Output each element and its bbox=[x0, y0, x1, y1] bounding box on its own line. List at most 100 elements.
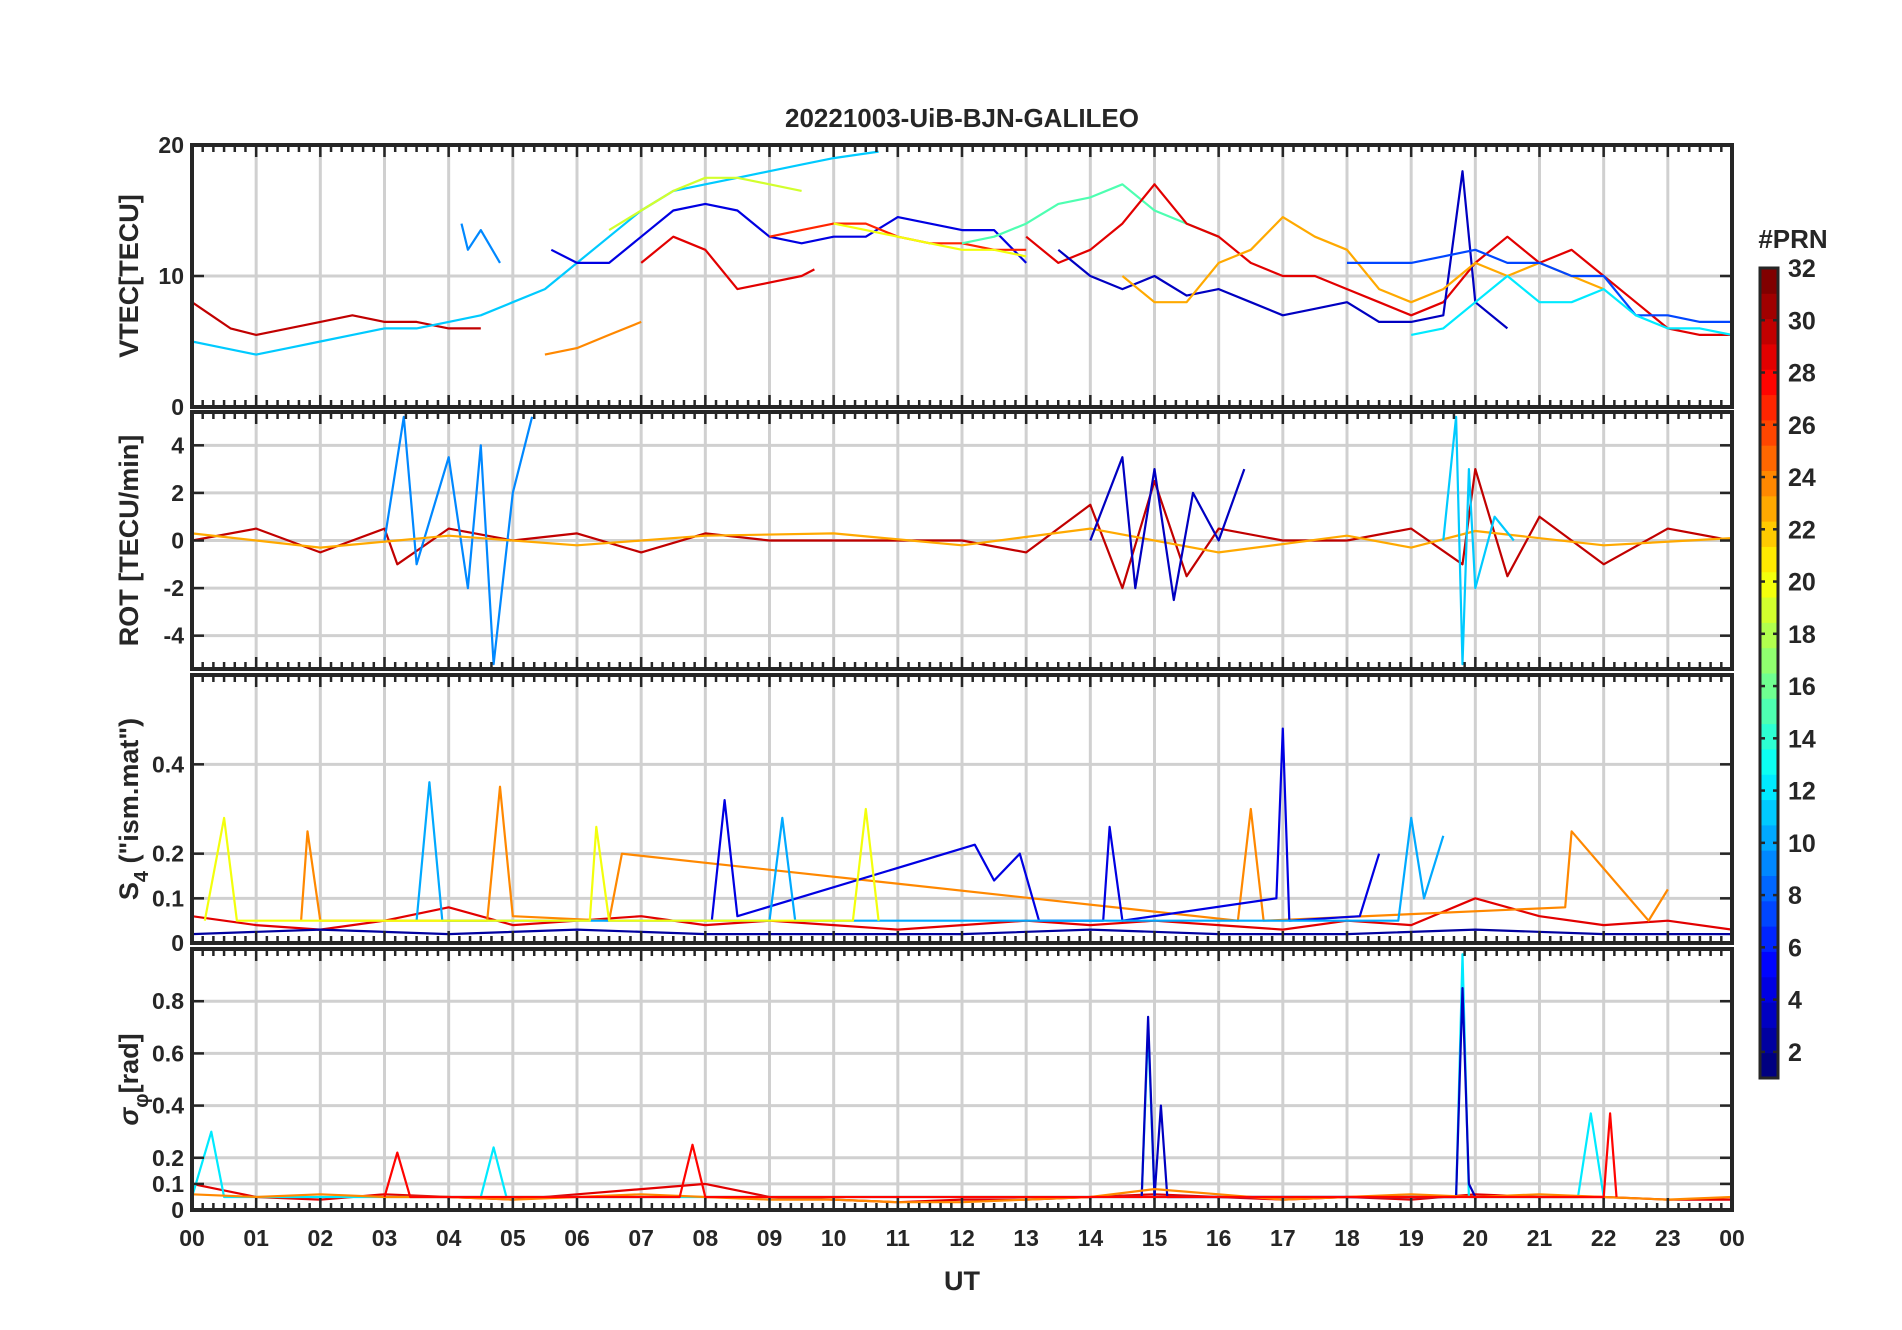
colorbar-band bbox=[1760, 343, 1778, 370]
y-axis-label-rest: [rad] bbox=[114, 1033, 144, 1093]
colorbar-frame bbox=[1758, 266, 1780, 1080]
series-prn-15 bbox=[961, 183, 1220, 245]
colorbar-band bbox=[1760, 799, 1778, 826]
x-tick-label: 14 bbox=[1078, 1225, 1104, 1251]
series-group bbox=[192, 415, 1732, 666]
panel-rot: -4 -2 0 2 4 ROT [TECU/min] bbox=[114, 410, 1734, 671]
series-prn-3 bbox=[1057, 170, 1509, 330]
panel-frame bbox=[190, 947, 1734, 1212]
colorbar-band bbox=[1760, 951, 1778, 978]
series-prn-19 bbox=[608, 176, 802, 232]
x-tick-label: 04 bbox=[436, 1225, 462, 1251]
y-tick-label: 0.4 bbox=[152, 751, 184, 777]
colorbar-band bbox=[1760, 622, 1778, 649]
x-tick-label: 13 bbox=[1013, 1225, 1039, 1251]
series-prn-29 bbox=[640, 235, 815, 291]
colorbar-band bbox=[1760, 1002, 1778, 1028]
colorbar-band bbox=[1760, 445, 1778, 471]
colorbar-tick-label: 10 bbox=[1788, 830, 1816, 858]
y-tick-label: 0.6 bbox=[152, 1040, 184, 1066]
y-tick-label: 20 bbox=[158, 132, 184, 158]
colorbar-tick-label: 18 bbox=[1788, 621, 1816, 649]
colorbar-band bbox=[1760, 268, 1778, 294]
series-prn-9 bbox=[383, 415, 534, 666]
panel-s4: 00.10.20.4S4 ("ism.mat") bbox=[114, 673, 1734, 956]
y-tick-label: 0.1 bbox=[152, 885, 184, 911]
colorbar-tick-label: 2 bbox=[1788, 1039, 1802, 1067]
series-prn-3 bbox=[1089, 456, 1246, 602]
colorbar-band bbox=[1760, 976, 1778, 1003]
colorbar-band bbox=[1760, 723, 1778, 750]
colorbar-band bbox=[1760, 394, 1778, 421]
series-prn-10 bbox=[415, 781, 1445, 922]
y-axis-label-subscript: φ bbox=[131, 1093, 153, 1107]
x-tick-label: 15 bbox=[1142, 1225, 1168, 1251]
colorbar-band bbox=[1760, 926, 1778, 952]
x-tick-label: 09 bbox=[757, 1225, 783, 1251]
y-tick-label: 2 bbox=[171, 480, 184, 506]
chart-title: 20221003-UiB-BJN-GALILEO bbox=[785, 103, 1139, 133]
series-prn-23 bbox=[1121, 216, 1605, 304]
colorbar-tick-label: 12 bbox=[1788, 778, 1816, 806]
y-tick-label: 0.2 bbox=[152, 841, 184, 867]
x-tick-label: 17 bbox=[1270, 1225, 1296, 1251]
panel-vtec: 0 10 20 VTEC[TECU] bbox=[114, 132, 1734, 420]
colorbar-title: #PRN bbox=[1758, 224, 1827, 254]
panel-sigma_phi: 00.10.2 0.4 0.6 0.8 σφ[rad] bbox=[114, 947, 1734, 1223]
x-tick-label: 16 bbox=[1206, 1225, 1232, 1251]
series-prn-30 bbox=[192, 468, 1732, 590]
x-tick-label: 01 bbox=[243, 1225, 269, 1251]
x-tick-label: 06 bbox=[564, 1225, 590, 1251]
x-tick-label: 10 bbox=[821, 1225, 847, 1251]
series-prn-28 bbox=[383, 1112, 1618, 1199]
colorbar-band bbox=[1760, 1027, 1778, 1054]
y-tick-label: 4 bbox=[171, 432, 184, 458]
x-tick-label: 19 bbox=[1398, 1225, 1424, 1251]
colorbar-band bbox=[1760, 875, 1778, 902]
colorbar-band bbox=[1760, 571, 1778, 598]
colorbar-band bbox=[1760, 774, 1778, 801]
colorbar-tick-label: 24 bbox=[1788, 464, 1816, 492]
series-prn-29 bbox=[192, 897, 1732, 931]
y-tick-label: -4 bbox=[164, 623, 185, 649]
series-group bbox=[192, 150, 1732, 356]
y-tick-label: 10 bbox=[158, 263, 184, 289]
colorbar-tick-label: 26 bbox=[1788, 412, 1816, 440]
y-tick-label: 0 bbox=[171, 528, 184, 554]
colorbar-band bbox=[1760, 470, 1778, 497]
series-prn-9 bbox=[460, 223, 501, 264]
y-tick-label: 0 bbox=[171, 930, 184, 956]
y-axis-label-main: σ bbox=[114, 1107, 144, 1126]
series-prn-20 bbox=[203, 807, 880, 922]
colorbar-tick-label: 32 bbox=[1788, 255, 1816, 283]
colorbar-band bbox=[1760, 748, 1778, 775]
x-tick-label: 18 bbox=[1334, 1225, 1360, 1251]
y-tick-label: 0.1 bbox=[152, 1171, 184, 1197]
colorbar-band bbox=[1760, 546, 1778, 573]
x-tick-label: 23 bbox=[1655, 1225, 1681, 1251]
series-prn-29 bbox=[1025, 183, 1732, 336]
colorbar-band bbox=[1760, 824, 1778, 851]
panel-frame bbox=[190, 410, 1734, 671]
panel-frame bbox=[190, 143, 1734, 409]
colorbar-tick-label: 28 bbox=[1788, 360, 1816, 388]
x-tick-label: 20 bbox=[1463, 1225, 1489, 1251]
y-axis-label-subscript: 4 bbox=[131, 870, 153, 882]
colorbar-band bbox=[1760, 419, 1778, 446]
x-axis: 00 01 02 03 04 05 06 07 08 09 10 11 12 13 14 15 16 17 18 19… bbox=[179, 1225, 1745, 1251]
colorbar-tick-label: 8 bbox=[1788, 882, 1802, 910]
x-tick-label: 22 bbox=[1591, 1225, 1617, 1251]
colorbar-tick-label: 20 bbox=[1788, 569, 1816, 597]
y-tick-label: 0 bbox=[171, 1197, 184, 1223]
series-group bbox=[192, 727, 1732, 936]
colorbar-tick-label: 6 bbox=[1788, 934, 1802, 962]
series-prn-23 bbox=[192, 527, 1732, 554]
series-prn-30 bbox=[192, 301, 481, 336]
x-tick-label: 11 bbox=[886, 1225, 911, 1251]
series-prn-4 bbox=[550, 202, 1027, 264]
series-prn-11 bbox=[192, 150, 879, 356]
colorbar-band bbox=[1760, 495, 1778, 522]
